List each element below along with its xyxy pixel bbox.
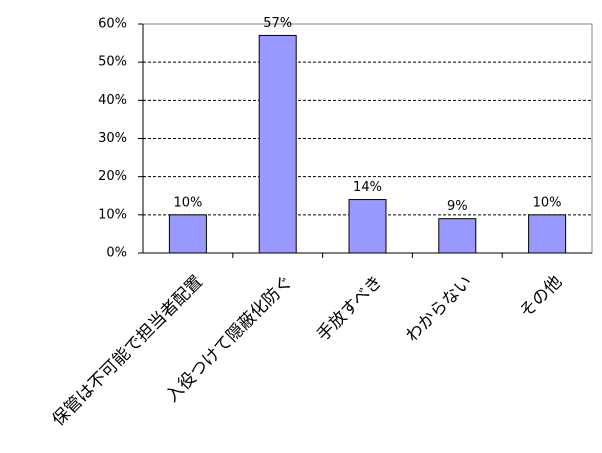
value-label: 10% (533, 195, 562, 210)
x-tick-label: わからない (402, 272, 476, 346)
y-tick-label: 20% (98, 169, 127, 184)
y-tick-label: 0% (106, 246, 127, 261)
x-tick-label: その他 (516, 272, 566, 322)
bar (258, 34, 297, 254)
bar (348, 199, 387, 254)
value-label: 9% (447, 199, 468, 214)
y-tick-label: 30% (98, 131, 127, 146)
value-label: 57% (263, 16, 292, 31)
value-label: 14% (353, 180, 382, 195)
y-tick-label: 40% (98, 93, 127, 108)
bar (168, 214, 207, 254)
bar (438, 218, 477, 254)
x-tick-label: 保管は不可能で担当者配置 (49, 272, 207, 430)
bar (528, 214, 567, 254)
y-tick-label: 50% (98, 55, 127, 70)
x-tick-label: 手放すべき (313, 272, 386, 345)
value-label: 10% (173, 195, 202, 210)
y-tick-label: 60% (98, 17, 127, 32)
y-tick-label: 10% (98, 207, 127, 222)
